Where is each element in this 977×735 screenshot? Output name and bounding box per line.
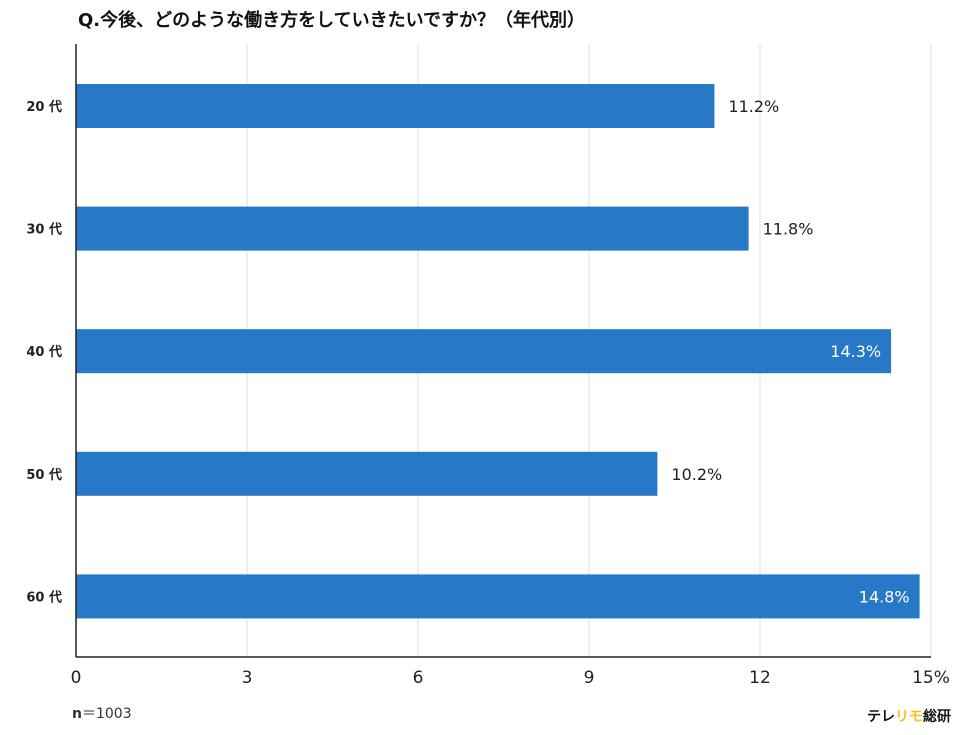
brand-prefix: テレ xyxy=(867,709,895,725)
value-label: 11.8% xyxy=(763,220,814,239)
bar xyxy=(76,451,658,496)
x-tick-label: 6 xyxy=(413,668,424,688)
value-label: 14.8% xyxy=(859,587,910,606)
sample-size-note: n＝1003 xyxy=(72,703,132,723)
value-label: 10.2% xyxy=(671,465,722,484)
value-label: 11.2% xyxy=(728,97,779,116)
axes xyxy=(75,44,931,658)
x-tick-label: 0 xyxy=(71,668,82,688)
category-label: 40 代 xyxy=(26,344,62,360)
category-label: 50 代 xyxy=(26,467,62,483)
bar xyxy=(76,574,920,619)
category-label: 20 代 xyxy=(26,99,62,115)
sample-size-value: ＝1003 xyxy=(81,706,132,722)
x-tick-label: 3 xyxy=(242,668,253,688)
x-tick-label: 9 xyxy=(584,668,595,688)
brand-suffix: 総研 xyxy=(923,709,951,725)
bar xyxy=(76,206,749,251)
bar xyxy=(76,329,892,374)
value-label: 14.3% xyxy=(830,342,881,361)
category-label: 30 代 xyxy=(26,222,62,238)
brand-logo: テレリモ総研 xyxy=(867,706,951,726)
bar xyxy=(76,84,715,128)
sample-size-label: n xyxy=(72,706,82,722)
brand-accent: リモ xyxy=(895,709,923,725)
chart-title: Q.今後、どのような働き方をしていきたいですか？（年代別） xyxy=(78,10,586,31)
bars xyxy=(76,84,920,619)
labels: 11.2% 20 代 11.8% 30 代 14.3% 40 代 10.2% 50 代 14.8… xyxy=(26,97,950,688)
category-label: 60 代 xyxy=(26,589,62,605)
x-tick-label: 12 xyxy=(749,668,771,688)
x-tick-label: 15% xyxy=(912,668,950,688)
